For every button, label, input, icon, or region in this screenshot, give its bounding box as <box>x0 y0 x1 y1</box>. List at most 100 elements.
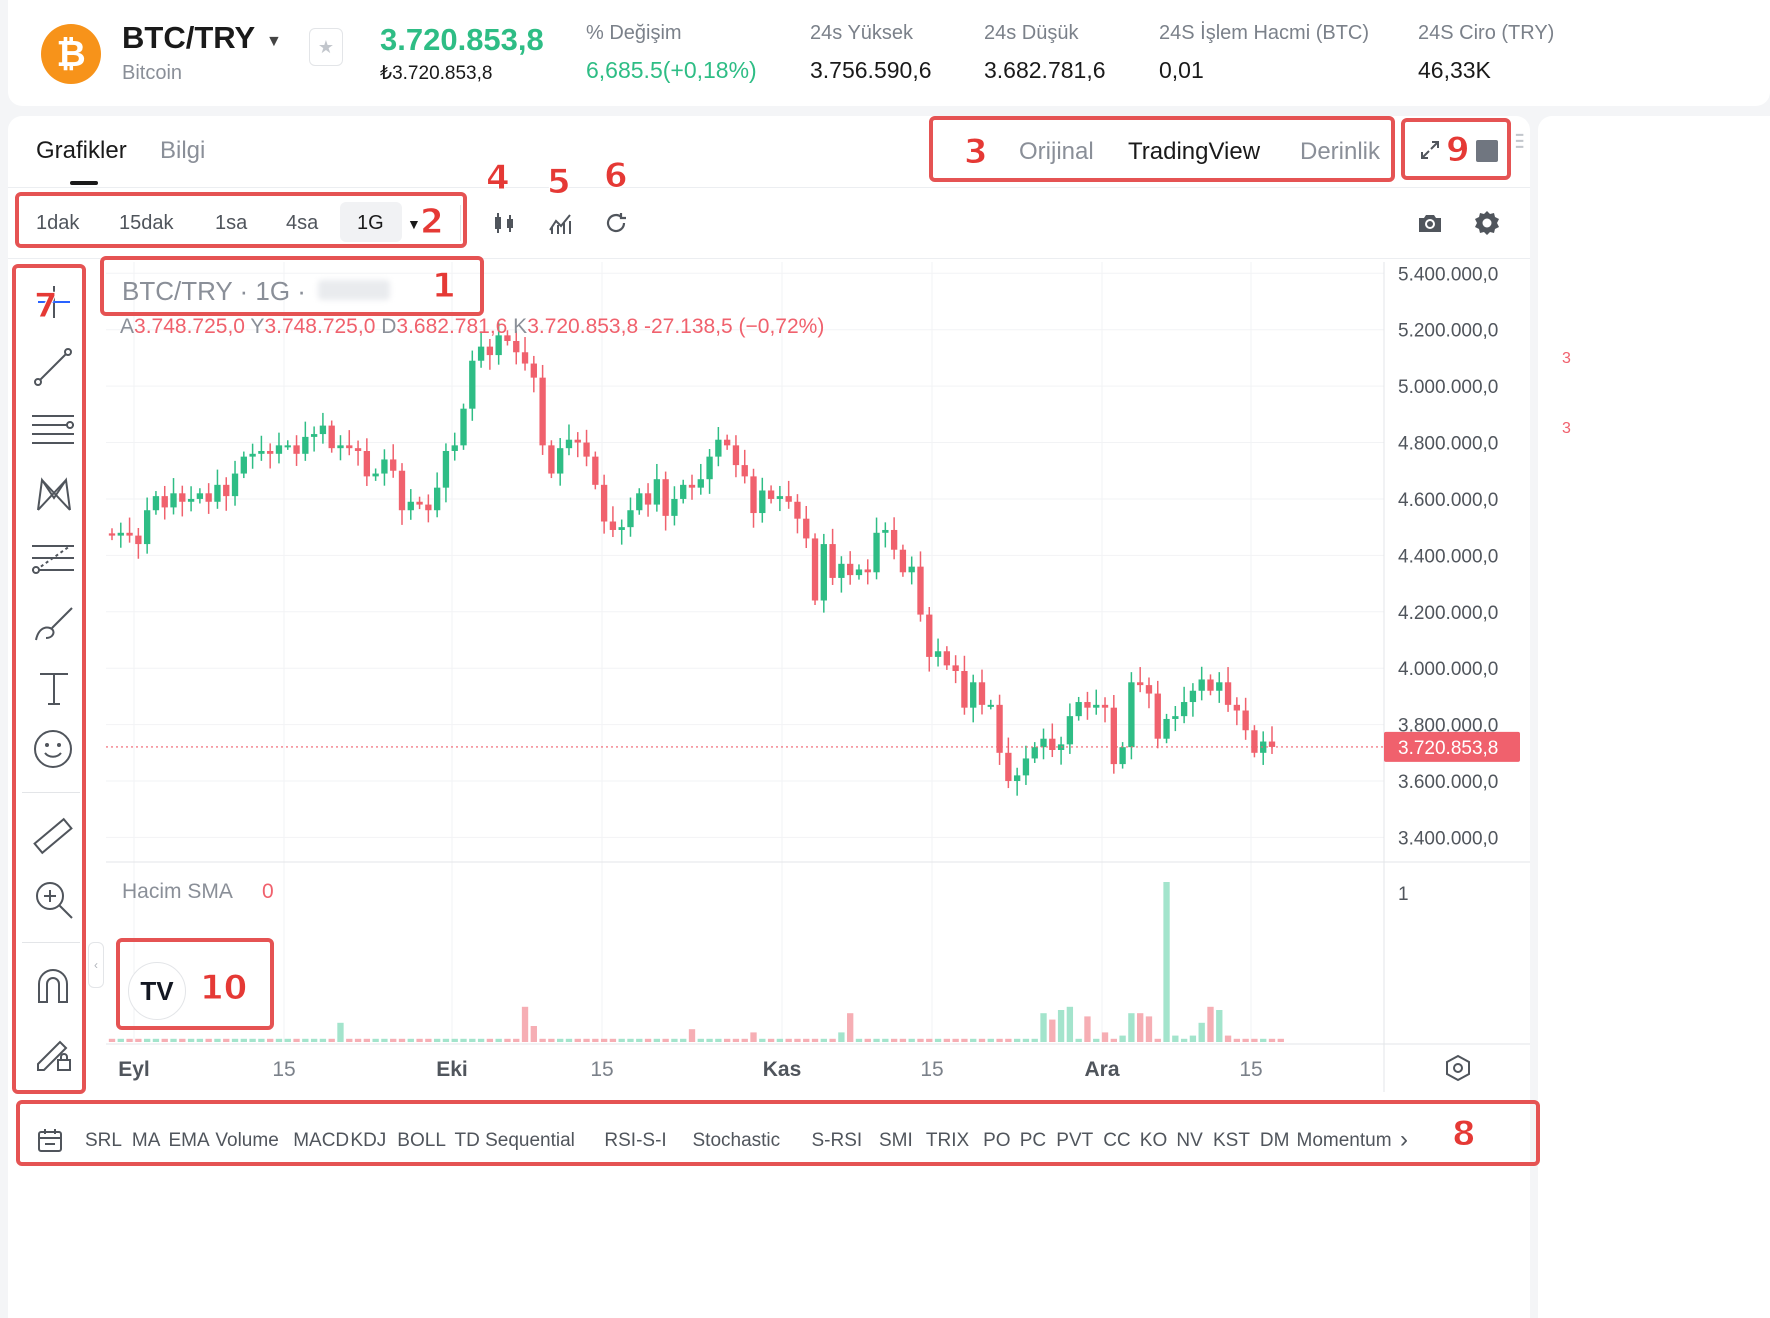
tab-charts[interactable]: Grafikler <box>36 137 127 164</box>
chevron-down-icon[interactable]: ▼ <box>266 33 282 50</box>
view-tab-tradingview[interactable]: TradingView <box>1128 138 1261 165</box>
fullscreen-icon[interactable] <box>1418 138 1442 162</box>
candle-body <box>328 425 335 449</box>
indicator-kst[interactable]: KST <box>1213 1130 1250 1151</box>
chevron-down-icon[interactable]: ▼ <box>407 216 421 232</box>
candle-body <box>1066 716 1074 745</box>
pattern-icon[interactable] <box>32 472 76 516</box>
layout-toggle-icon[interactable] <box>1476 140 1498 162</box>
view-tab-original[interactable]: Orijinal <box>1019 138 1094 165</box>
candle-body <box>205 493 212 502</box>
candle-body <box>469 360 476 409</box>
emoji-icon[interactable] <box>32 728 74 770</box>
horizontal-lines-icon[interactable] <box>30 410 76 450</box>
volume-bar <box>811 1038 819 1042</box>
indicator-ema[interactable]: EMA <box>168 1130 210 1151</box>
calendar-icon[interactable] <box>36 1126 64 1154</box>
settings-icon[interactable] <box>1473 209 1501 237</box>
volume-bar <box>565 1038 573 1042</box>
indicator-nv[interactable]: NV <box>1176 1130 1203 1151</box>
indicator-momentum[interactable]: Momentum <box>1296 1130 1392 1151</box>
timeframe-15min[interactable]: 15dak <box>119 212 174 234</box>
coin-name: Bitcoin <box>122 62 183 84</box>
stat-low: 24s Düşük 3.682.781,6 <box>984 22 1106 84</box>
magnet-icon[interactable] <box>34 966 72 1006</box>
indicator-trix[interactable]: TRIX <box>925 1130 970 1151</box>
volume-bar <box>425 1038 432 1042</box>
tradingview-logo-icon[interactable]: TV <box>128 962 186 1020</box>
tab-info[interactable]: Bilgi <box>160 137 206 164</box>
indicator-ko[interactable]: KO <box>1139 1130 1168 1151</box>
last-price-local: ₺3.720.853,8 <box>380 63 493 84</box>
indicator-cc[interactable]: CC <box>1103 1130 1131 1151</box>
indicator-macd[interactable]: MACD <box>293 1130 350 1151</box>
indicator-stochastic[interactable]: Stochastic <box>692 1130 781 1151</box>
stat-value: 3.756.590,6 <box>810 57 932 83</box>
volume-bar <box>161 1038 168 1042</box>
replay-icon[interactable] <box>603 210 629 236</box>
candle-body <box>223 484 230 497</box>
y-tick-label: 3.600.000,0 <box>1398 772 1498 793</box>
volume-bar <box>838 1032 845 1042</box>
chevron-right-icon[interactable]: › <box>1400 1126 1408 1153</box>
fib-icon[interactable] <box>30 538 76 580</box>
volume-bar <box>926 1038 933 1042</box>
indicators-icon[interactable] <box>547 210 573 236</box>
timeframe-1h[interactable]: 1sa <box>215 212 248 234</box>
candle-body <box>460 408 467 446</box>
candle-body <box>398 470 406 511</box>
volume-bar <box>829 1038 836 1042</box>
view-tab-depth[interactable]: Derinlik <box>1300 138 1381 165</box>
chart-settings-hex-icon[interactable] <box>1444 1054 1472 1082</box>
timeframe-1d[interactable]: 1G <box>357 212 384 234</box>
candle-body <box>557 448 564 474</box>
indicator-volume[interactable]: Volume <box>215 1130 279 1151</box>
indicator-pc[interactable]: PC <box>1019 1130 1047 1151</box>
candle-body <box>1172 716 1179 719</box>
indicator-smi[interactable]: SMI <box>879 1130 913 1151</box>
candle-body <box>258 450 265 454</box>
drag-handle-icon[interactable]: ━ ━ ━ <box>1516 128 1524 154</box>
indicator-dm[interactable]: DM <box>1259 1130 1290 1151</box>
pair-selector[interactable]: BTC/TRY <box>122 20 256 55</box>
text-icon[interactable] <box>36 668 72 708</box>
candle-body <box>108 533 116 536</box>
timeframe-4h[interactable]: 4sa <box>286 212 319 234</box>
candle-body <box>767 490 775 499</box>
indicator-ma[interactable]: MA <box>131 1130 161 1151</box>
volume-bar <box>890 1038 898 1042</box>
indicator-boll[interactable]: BOLL <box>397 1130 446 1151</box>
volume-bar <box>451 1038 458 1042</box>
price-chart[interactable]: 5.400.000,0 5.200.000,0 5.000.000,0 4.800.0… <box>0 0 1530 1100</box>
volume-bar <box>214 1038 221 1042</box>
volume-bar <box>1093 1038 1100 1042</box>
candle-body <box>187 498 195 502</box>
close-label: K <box>513 315 528 338</box>
trend-line-icon[interactable] <box>32 346 74 388</box>
camera-icon[interactable] <box>1416 210 1444 236</box>
candle-body <box>1119 747 1126 765</box>
indicator-kdj[interactable]: KDJ <box>350 1130 387 1151</box>
crosshair-icon[interactable] <box>34 282 74 322</box>
collapse-toolbar-button[interactable]: ‹ <box>88 942 104 988</box>
high-value: 3.748.725,0 <box>264 315 376 338</box>
brush-icon[interactable] <box>32 604 76 644</box>
indicator-srl[interactable]: SRL <box>85 1130 122 1151</box>
timeframe-1min[interactable]: 1dak <box>36 212 80 234</box>
ruler-icon[interactable] <box>30 814 76 860</box>
stat-label: 24S İşlem Hacmi (BTC) <box>1159 22 1370 44</box>
indicator-pvt[interactable]: PVT <box>1056 1130 1094 1151</box>
indicator-rsi-s-i[interactable]: RSI-S-I <box>604 1130 667 1151</box>
candle-body <box>1180 702 1188 717</box>
candle-body <box>820 544 827 601</box>
indicator-s-rsi[interactable]: S-RSI <box>811 1130 863 1151</box>
zoom-in-icon[interactable] <box>32 878 76 922</box>
indicator-po[interactable]: PO <box>983 1130 1011 1151</box>
volume-bar <box>820 1038 827 1042</box>
volume-bar <box>970 1038 977 1042</box>
indicator-td-sequential[interactable]: TD Sequential <box>454 1130 575 1151</box>
favorite-star-icon[interactable]: ★ <box>309 28 343 66</box>
candle-type-icon[interactable] <box>491 210 517 236</box>
lock-drawing-icon[interactable] <box>32 1030 76 1074</box>
candle-body <box>794 501 801 519</box>
